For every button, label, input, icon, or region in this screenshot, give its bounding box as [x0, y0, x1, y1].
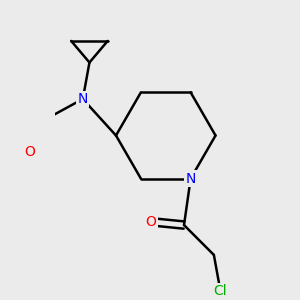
Text: O: O	[24, 145, 35, 159]
Text: O: O	[146, 215, 156, 229]
Text: N: N	[185, 172, 196, 186]
Text: Cl: Cl	[214, 284, 227, 298]
Text: N: N	[78, 92, 88, 106]
